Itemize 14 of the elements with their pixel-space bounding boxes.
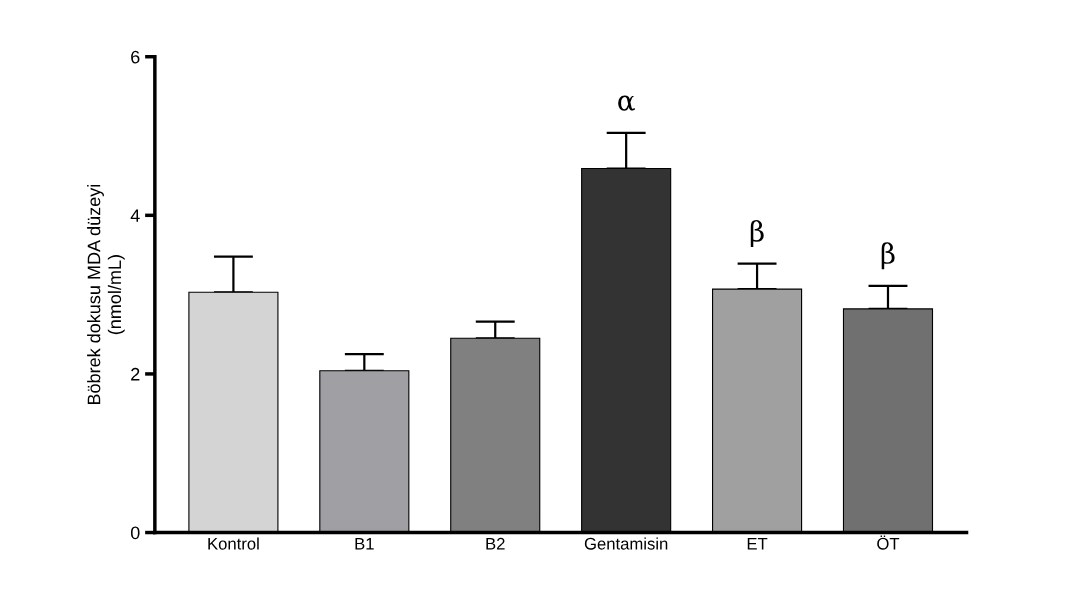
x-tick-label: Gentamisin: [584, 537, 668, 550]
x-tick-label: B1: [355, 538, 374, 550]
x-tick-label: ÖT: [877, 535, 900, 550]
x-tick-label: ET: [747, 538, 768, 550]
y-tick-label: 6: [131, 50, 140, 64]
x-tick-label: Kontrol: [208, 537, 259, 550]
y-axis-title: Böbrek dokusu MDA düzeyi (nmol/mL): [87, 184, 125, 405]
annotation: β: [881, 242, 895, 270]
annotation: α: [618, 95, 635, 111]
y-tick-label: 4: [130, 209, 140, 222]
y-tick-label: 0: [130, 526, 140, 540]
annotation: β: [750, 220, 764, 248]
x-tick-label: B2: [486, 537, 505, 550]
y-tick-label: 2: [131, 367, 140, 381]
